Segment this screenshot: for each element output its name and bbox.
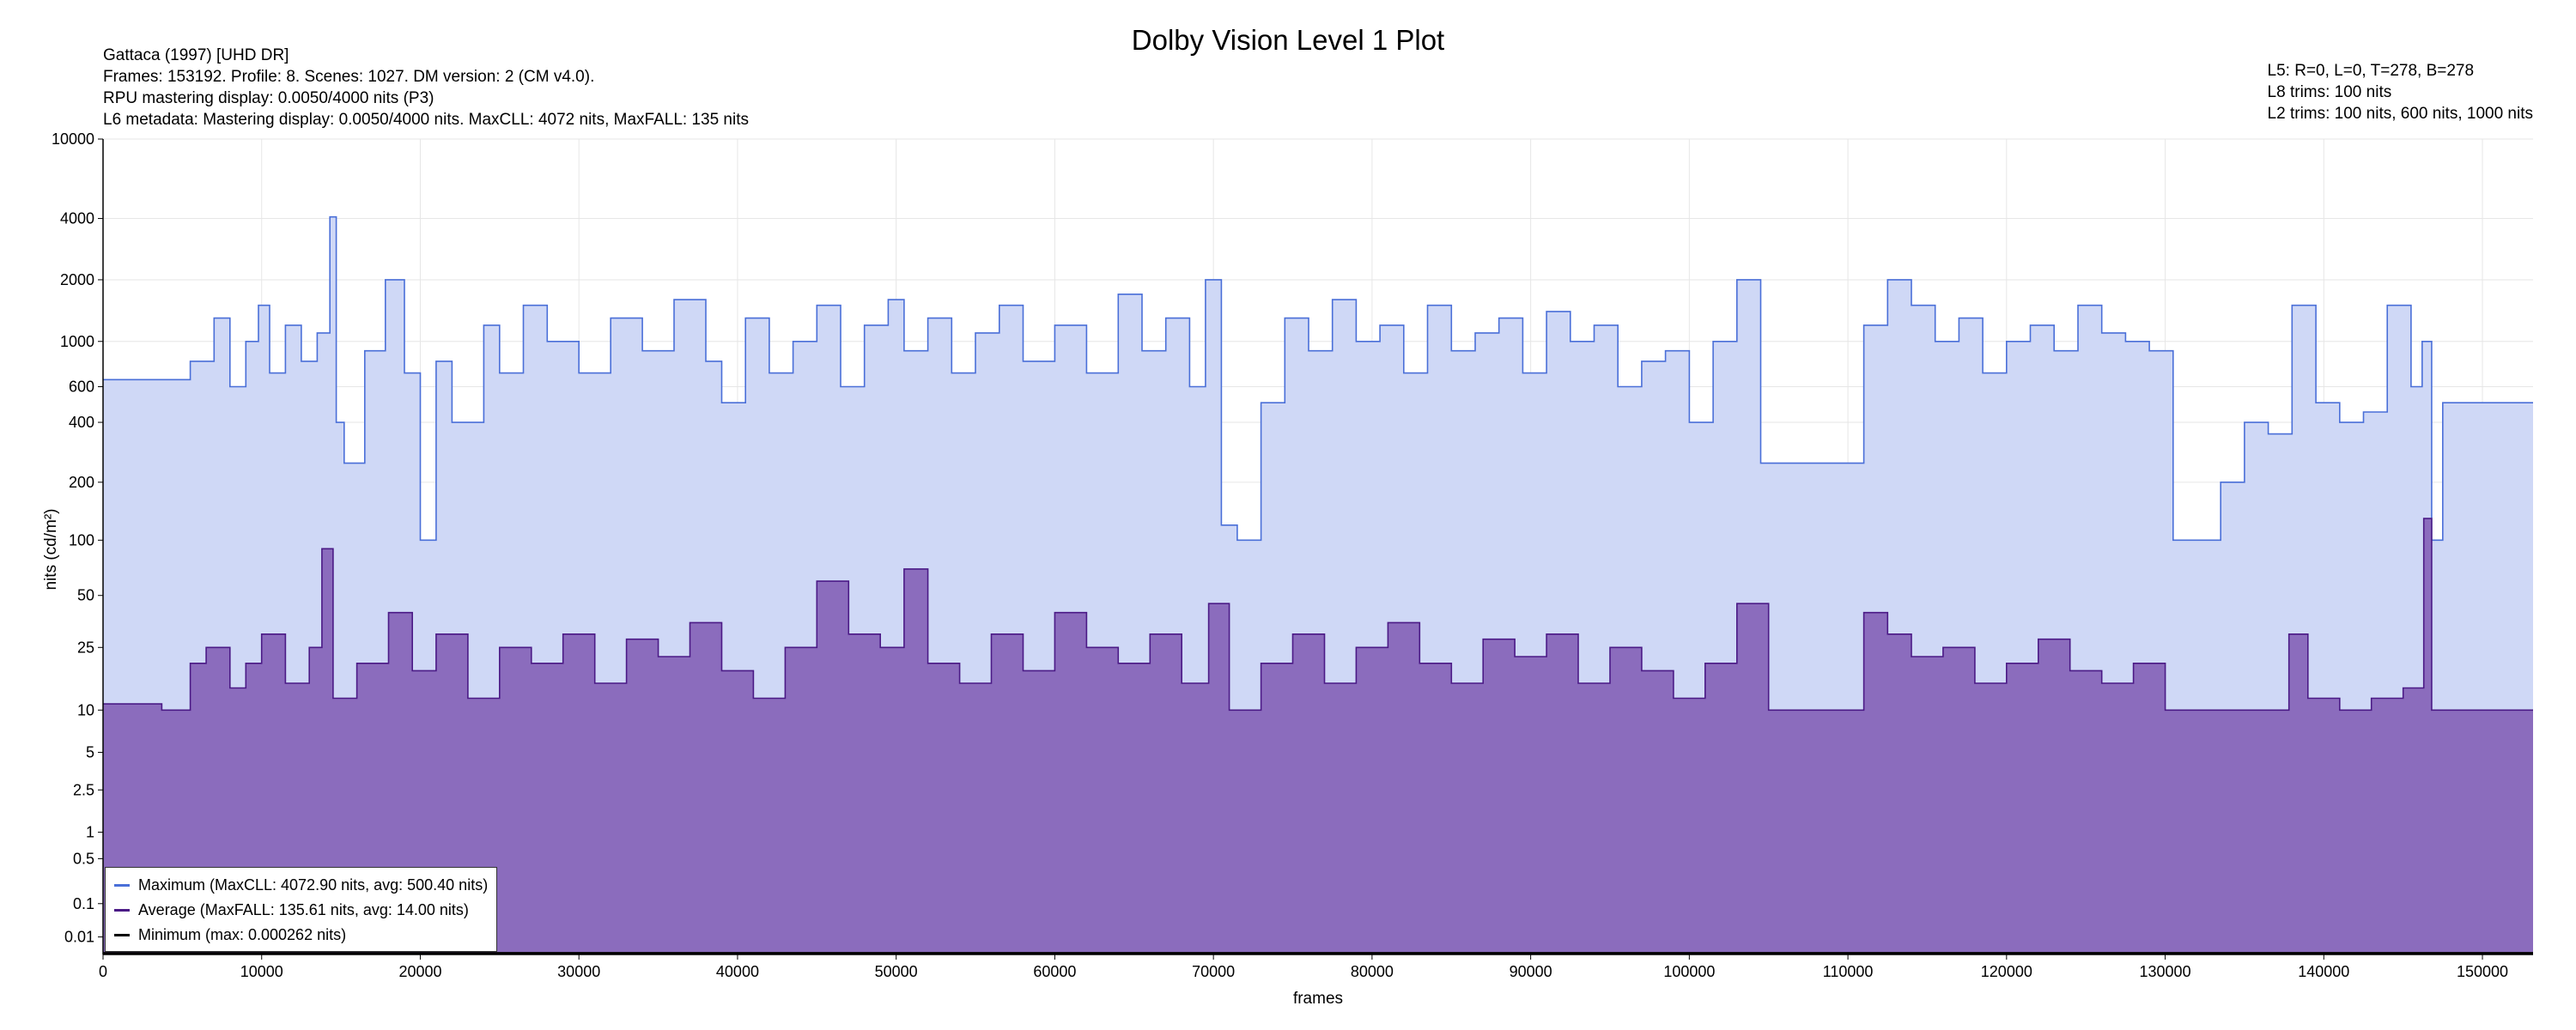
series-maximum-line xyxy=(103,215,2533,542)
y-tick-label: 400 xyxy=(69,414,94,431)
legend: Maximum (MaxCLL: 4072.90 nits, avg: 500.… xyxy=(105,867,498,952)
x-tick-label: 150000 xyxy=(2457,963,2508,980)
legend-label-maximum: Maximum (MaxCLL: 4072.90 nits, avg: 500.… xyxy=(138,876,489,894)
info-left-line: L6 metadata: Mastering display: 0.0050/4… xyxy=(103,111,749,129)
legend-label-average: Average (MaxFALL: 135.61 nits, avg: 14.0… xyxy=(138,901,469,918)
y-tick-label: 600 xyxy=(69,379,94,396)
series-average-area xyxy=(103,518,2533,954)
legend-swatch-maximum xyxy=(114,884,130,887)
x-tick-label: 100000 xyxy=(1663,963,1715,980)
legend-label-minimum: Minimum (max: 0.000262 nits) xyxy=(138,926,347,943)
series-average-line xyxy=(103,518,2533,712)
legend-item-average: Average (MaxFALL: 135.61 nits, avg: 14.0… xyxy=(114,898,488,923)
x-tick-label: 70000 xyxy=(1192,963,1235,980)
y-tick-label: 5 xyxy=(86,744,94,761)
y-tick-label: 100 xyxy=(69,531,94,548)
y-tick-label: 1 xyxy=(86,824,94,841)
info-left-line: Frames: 153192. Profile: 8. Scenes: 1027… xyxy=(103,68,595,86)
y-tick-label: 25 xyxy=(77,639,94,656)
legend-swatch-average xyxy=(114,909,130,912)
x-tick-label: 40000 xyxy=(716,963,759,980)
y-tick-label: 10 xyxy=(77,701,94,718)
y-tick-label: 0.5 xyxy=(73,850,94,867)
info-right-line: L2 trims: 100 nits, 600 nits, 1000 nits xyxy=(2267,105,2533,123)
y-tick-label: 200 xyxy=(69,474,94,491)
y-tick-label: 0.01 xyxy=(64,929,94,946)
y-tick-label: 1000 xyxy=(60,333,94,350)
y-tick-label: 50 xyxy=(77,587,94,604)
y-tick-label: 0.1 xyxy=(73,895,94,912)
chart-title: Dolby Vision Level 1 Plot xyxy=(1131,24,1445,56)
axes: 0 10000 20000 30000 40000 50000 60000 70000 8000… xyxy=(52,130,2533,980)
info-right-block: L5: R=0, L=0, T=278, B=278 L8 trims: 100… xyxy=(2268,60,2533,124)
legend-swatch-minimum xyxy=(114,934,130,936)
x-tick-label: 130000 xyxy=(2140,963,2191,980)
y-tick-label: 4000 xyxy=(60,210,94,227)
x-tick-label: 10000 xyxy=(240,963,283,980)
info-right-line: L5: R=0, L=0, T=278, B=278 xyxy=(2267,62,2475,80)
y-tick-label: 10000 xyxy=(52,130,94,148)
info-right-line: L8 trims: 100 nits xyxy=(2267,83,2392,101)
x-tick-label: 80000 xyxy=(1351,963,1394,980)
x-tick-label: 50000 xyxy=(875,963,918,980)
info-left-block: Gattaca (1997) [UHD DR] Frames: 153192. … xyxy=(103,45,749,130)
y-tick-label: 2000 xyxy=(60,271,94,288)
x-tick-label: 20000 xyxy=(398,963,441,980)
info-left-line: RPU mastering display: 0.0050/4000 nits … xyxy=(103,89,434,107)
legend-item-minimum: Minimum (max: 0.000262 nits) xyxy=(114,923,488,948)
legend-item-maximum: Maximum (MaxCLL: 4072.90 nits, avg: 500.… xyxy=(114,873,488,898)
y-tick-label: 2.5 xyxy=(73,781,94,798)
x-tick-label: 30000 xyxy=(557,963,600,980)
x-tick-label: 140000 xyxy=(2298,963,2349,980)
x-tick-label: 60000 xyxy=(1033,963,1076,980)
y-axis-label: nits (cd/m²) xyxy=(42,508,60,591)
x-tick-label: 120000 xyxy=(1981,963,2032,980)
x-tick-label: 110000 xyxy=(1823,963,1874,980)
x-tick-label: 90000 xyxy=(1510,963,1552,980)
x-tick-label: 0 xyxy=(99,963,107,980)
series-layer xyxy=(103,215,2533,954)
x-axis-label: frames xyxy=(1292,990,1344,1008)
info-left-line: Gattaca (1997) [UHD DR] xyxy=(103,46,289,64)
